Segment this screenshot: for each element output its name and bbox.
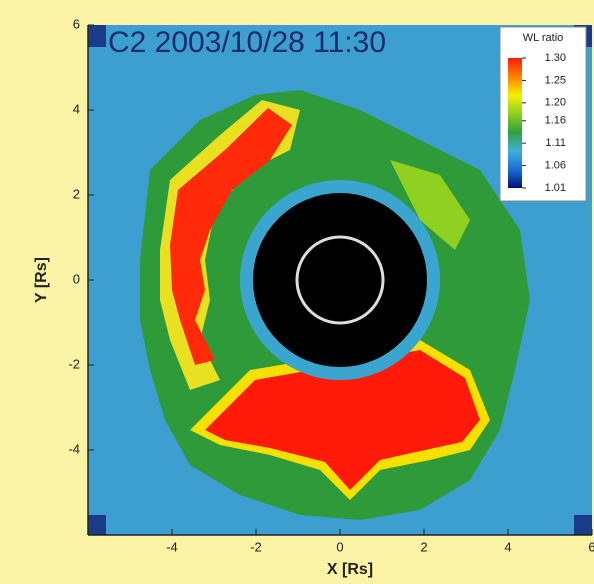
y-tick-label: -2 xyxy=(68,356,80,371)
chart: C2 2003/10/28 11:30 X [Rs] Y [Rs] WL rat… xyxy=(0,0,594,584)
y-tick-label: 0 xyxy=(73,271,80,286)
x-tick-label: -2 xyxy=(250,539,262,554)
x-tick-label: 0 xyxy=(336,539,343,554)
x-tick-label: 4 xyxy=(504,539,511,554)
x-tick-label: -4 xyxy=(166,539,178,554)
x-axis-label: X [Rs] xyxy=(327,561,373,578)
colorbar-tick-label: 1.06 xyxy=(545,159,566,171)
colorbar-tick-label: 1.01 xyxy=(545,182,566,194)
x-tick-label: 2 xyxy=(420,539,427,554)
y-tick-label: 2 xyxy=(73,186,80,201)
y-tick-label: 6 xyxy=(73,16,80,31)
colorbar-label: WL ratio xyxy=(523,32,564,44)
colorbar-tick-label: 1.16 xyxy=(545,115,566,127)
colorbar-tick-label: 1.11 xyxy=(545,137,566,149)
y-axis-label: Y [Rs] xyxy=(33,257,50,303)
colorbar-tick-label: 1.20 xyxy=(545,97,566,109)
x-tick-label: 6 xyxy=(588,539,594,554)
y-tick-label: -4 xyxy=(68,441,80,456)
chart-title: C2 2003/10/28 11:30 xyxy=(108,26,386,59)
colorbar-tick-label: 1.30 xyxy=(545,52,566,64)
y-tick-label: 4 xyxy=(73,101,80,116)
colorbar-tick-label: 1.25 xyxy=(545,74,566,86)
colorbar xyxy=(508,58,522,188)
